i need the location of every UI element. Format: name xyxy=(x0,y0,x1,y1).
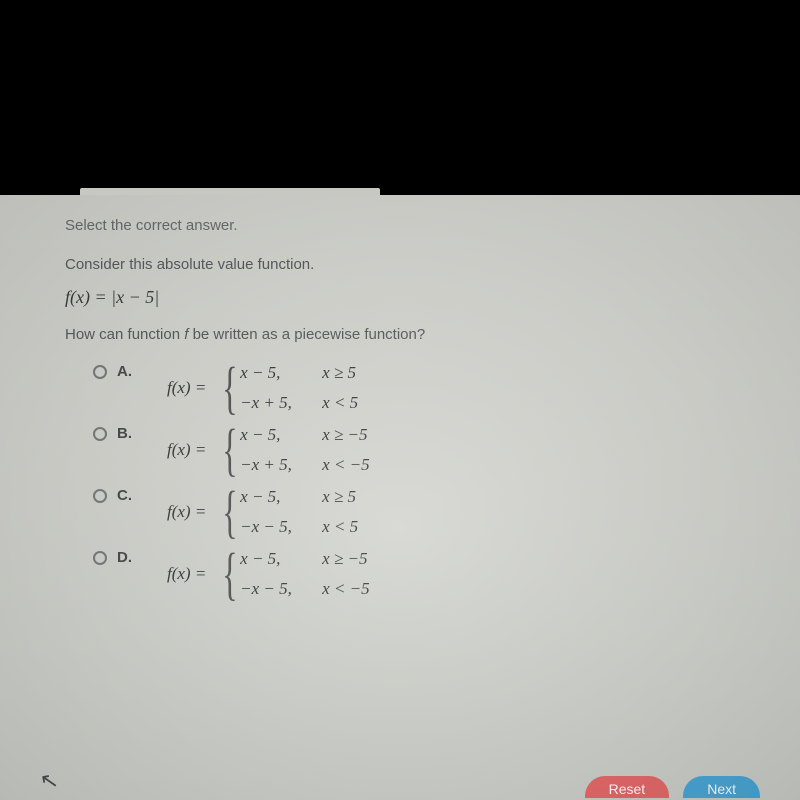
fx-prefix: f(x) = xyxy=(167,502,206,522)
case-line: x − 5,x ≥ −5 xyxy=(240,549,400,569)
case-line: x − 5,x ≥ 5 xyxy=(240,487,400,507)
answer-option[interactable]: A.f(x) ={x − 5,x ≥ 5−x + 5,x < 5 xyxy=(65,361,760,415)
fx-prefix: f(x) = xyxy=(167,378,206,398)
cases: x − 5,x ≥ 5−x + 5,x < 5 xyxy=(240,363,400,413)
question-panel: Select the correct answer. Consider this… xyxy=(0,195,800,800)
case-condition: x ≥ 5 xyxy=(322,363,400,383)
left-brace-icon: { xyxy=(223,547,238,601)
piecewise-equation: f(x) ={x − 5,x ≥ 5−x + 5,x < 5 xyxy=(167,361,400,415)
left-brace-icon: { xyxy=(223,485,238,539)
cases: x − 5,x ≥ −5−x − 5,x < −5 xyxy=(240,549,400,599)
radio-button[interactable] xyxy=(93,551,107,565)
case-expression: x − 5, xyxy=(240,487,322,507)
footer-buttons: Reset Next xyxy=(0,776,800,798)
case-condition: x < 5 xyxy=(322,393,400,413)
option-label: B. xyxy=(117,425,141,442)
case-line: x − 5,x ≥ −5 xyxy=(240,425,400,445)
answer-option[interactable]: C.f(x) ={x − 5,x ≥ 5−x − 5,x < 5 xyxy=(65,485,760,539)
piecewise-equation: f(x) ={x − 5,x ≥ −5−x − 5,x < −5 xyxy=(167,547,400,601)
cases: x − 5,x ≥ 5−x − 5,x < 5 xyxy=(240,487,400,537)
case-condition: x < −5 xyxy=(322,579,400,599)
case-expression: x − 5, xyxy=(240,363,322,383)
case-expression: x − 5, xyxy=(240,425,322,445)
radio-button[interactable] xyxy=(93,489,107,503)
question-text: How can function f be written as a piece… xyxy=(65,326,760,343)
question-pre: How can function xyxy=(65,326,184,343)
fx-prefix: f(x) = xyxy=(167,440,206,460)
case-line: −x + 5,x < 5 xyxy=(240,393,400,413)
left-brace-icon: { xyxy=(223,423,238,477)
piecewise-equation: f(x) ={x − 5,x ≥ 5−x − 5,x < 5 xyxy=(167,485,400,539)
case-expression: −x − 5, xyxy=(240,579,322,599)
case-condition: x < 5 xyxy=(322,517,400,537)
radio-button[interactable] xyxy=(93,365,107,379)
reset-button[interactable]: Reset xyxy=(585,776,670,798)
piecewise-equation: f(x) ={x − 5,x ≥ −5−x + 5,x < −5 xyxy=(167,423,400,477)
next-button[interactable]: Next xyxy=(683,776,760,798)
option-label: A. xyxy=(117,363,141,380)
equation-text: f(x) = |x − 5| xyxy=(65,287,159,307)
option-label: D. xyxy=(117,549,141,566)
case-expression: −x + 5, xyxy=(240,393,322,413)
radio-button[interactable] xyxy=(93,427,107,441)
options-list: A.f(x) ={x − 5,x ≥ 5−x + 5,x < 5B.f(x) =… xyxy=(65,361,760,601)
question-post: be written as a piecewise function? xyxy=(188,326,425,343)
case-condition: x ≥ −5 xyxy=(322,425,400,445)
cursor-icon: ↖ xyxy=(38,767,61,796)
case-line: −x − 5,x < −5 xyxy=(240,579,400,599)
answer-option[interactable]: D.f(x) ={x − 5,x ≥ −5−x − 5,x < −5 xyxy=(65,547,760,601)
case-expression: x − 5, xyxy=(240,549,322,569)
case-line: −x − 5,x < 5 xyxy=(240,517,400,537)
case-condition: x ≥ −5 xyxy=(322,549,400,569)
case-expression: −x − 5, xyxy=(240,517,322,537)
answer-option[interactable]: B.f(x) ={x − 5,x ≥ −5−x + 5,x < −5 xyxy=(65,423,760,477)
case-line: −x + 5,x < −5 xyxy=(240,455,400,475)
case-condition: x ≥ 5 xyxy=(322,487,400,507)
given-equation: f(x) = |x − 5| xyxy=(65,287,760,308)
instruction-text: Select the correct answer. xyxy=(65,217,760,234)
case-condition: x < −5 xyxy=(322,455,400,475)
case-line: x − 5,x ≥ 5 xyxy=(240,363,400,383)
case-expression: −x + 5, xyxy=(240,455,322,475)
left-brace-icon: { xyxy=(223,361,238,415)
fx-prefix: f(x) = xyxy=(167,564,206,584)
prompt-text: Consider this absolute value function. xyxy=(65,256,760,273)
option-label: C. xyxy=(117,487,141,504)
cases: x − 5,x ≥ −5−x + 5,x < −5 xyxy=(240,425,400,475)
